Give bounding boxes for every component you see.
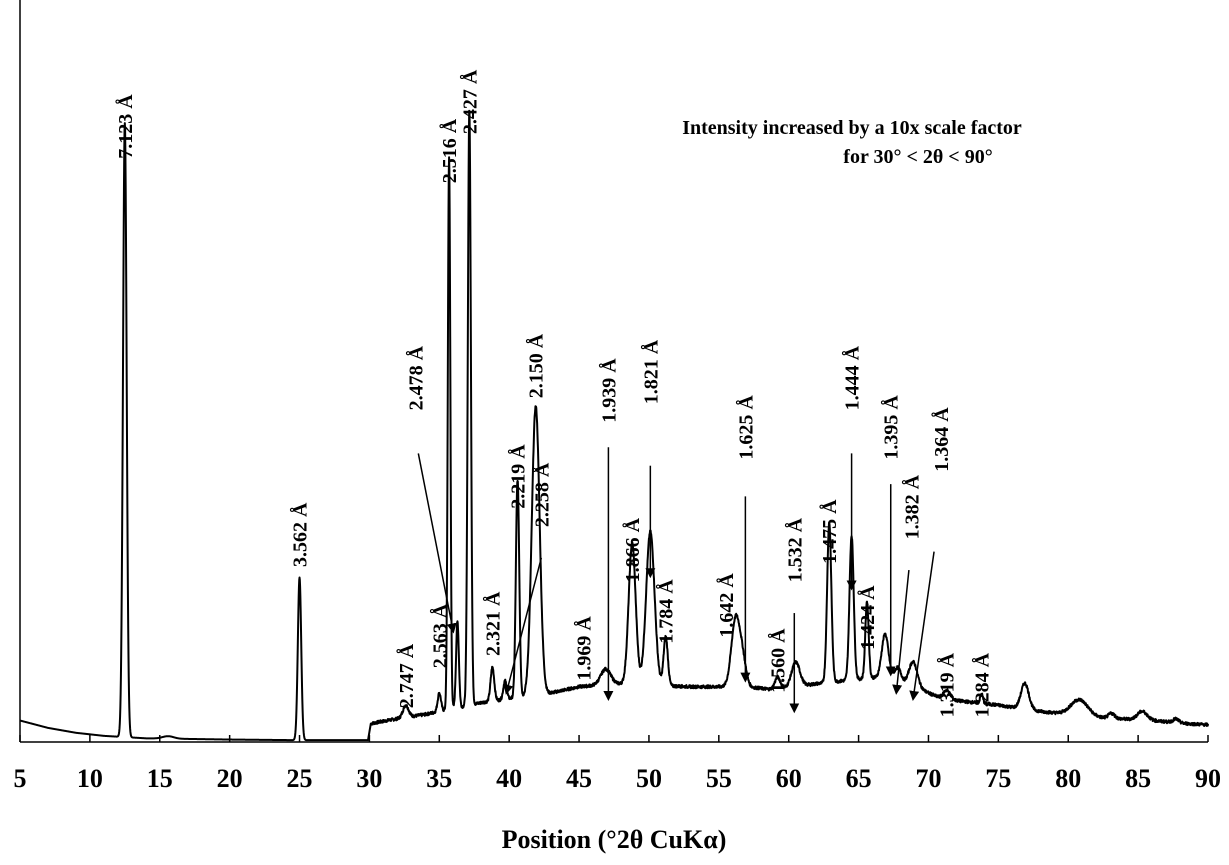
x-tick-label: 35 [426, 764, 452, 793]
peak-label: 2.321 Å [481, 591, 504, 656]
peak-label: 2.219 Å [507, 444, 530, 509]
peak-arrow [503, 557, 543, 695]
xrd-pattern-line [19, 109, 1209, 742]
x-tick-label: 55 [706, 764, 732, 793]
peak-arrow [892, 570, 910, 695]
peak-label: 3.562 Å [289, 502, 312, 567]
peak-label: 2.563 Å [428, 603, 451, 668]
peak-label: 1.284 Å [971, 652, 994, 717]
x-tick-label: 10 [77, 764, 103, 793]
peak-label: 1.424 Å [856, 585, 879, 650]
peak-arrow [909, 551, 935, 702]
peak-label: 2.516 Å [438, 118, 461, 183]
x-tick-label: 60 [776, 764, 802, 793]
peak-label: 7.123 Å [114, 94, 137, 159]
x-tick-label: 5 [14, 764, 27, 793]
x-ticks [19, 735, 1209, 742]
peak-label: 1.532 Å [783, 517, 806, 582]
x-tick-label: 80 [1055, 764, 1081, 793]
peak-label: 1.560 Å [767, 628, 790, 693]
peak-label: 1.382 Å [901, 474, 924, 539]
peak-label: 2.747 Å [395, 643, 418, 708]
axes [19, 0, 1208, 743]
peak-label: 1.642 Å [715, 573, 738, 638]
x-tick-label: 90 [1195, 764, 1221, 793]
x-axis-title: Position (°2θ CuKα) [502, 825, 727, 854]
peak-label: 1.939 Å [597, 358, 620, 423]
peak-label: 1.866 Å [621, 517, 644, 582]
peak-label: 1.625 Å [734, 395, 757, 460]
x-tick-label: 50 [636, 764, 662, 793]
peak-arrow [417, 453, 457, 634]
x-tick-label: 25 [287, 764, 313, 793]
peak-label: 2.427 Å [458, 69, 481, 134]
peak-label: 1.969 Å [572, 616, 595, 681]
peak-label: 1.364 Å [930, 407, 953, 472]
peak-label: 1.475 Å [818, 499, 841, 564]
x-tick-label: 70 [915, 764, 941, 793]
x-tick-label: 20 [217, 764, 243, 793]
x-tick-label: 40 [496, 764, 522, 793]
peak-label: 2.258 Å [530, 462, 553, 527]
peak-label: 1.395 Å [880, 395, 903, 460]
x-tick-labels: 5 10 15 20 25 30 35 40 45 50 55 60 65 70 75 80 85 90 [14, 764, 1222, 793]
x-tick-label: 15 [147, 764, 173, 793]
peak-label: 1.319 Å [936, 652, 959, 717]
x-tick-label: 45 [566, 764, 592, 793]
peak-arrows [417, 447, 935, 714]
x-tick-label: 75 [985, 764, 1011, 793]
peak-labels: 7.123 Å 3.562 Å 2.747 Å 2.563 Å 2.516 Å 2.478… [114, 69, 994, 717]
peak-label: 1.444 Å [841, 345, 864, 410]
x-tick-label: 85 [1125, 764, 1151, 793]
x-tick-label: 65 [846, 764, 872, 793]
peak-label: 1.784 Å [655, 579, 678, 644]
scale-note-line-1: Intensity increased by a 10x scale facto… [682, 117, 1022, 139]
peak-label: 2.478 Å [405, 345, 428, 410]
peak-label: 2.150 Å [525, 333, 548, 398]
scale-note-line-2: for 30° < 2θ < 90° [843, 146, 992, 168]
peak-label: 1.821 Å [639, 339, 662, 404]
x-tick-label: 30 [356, 764, 382, 793]
